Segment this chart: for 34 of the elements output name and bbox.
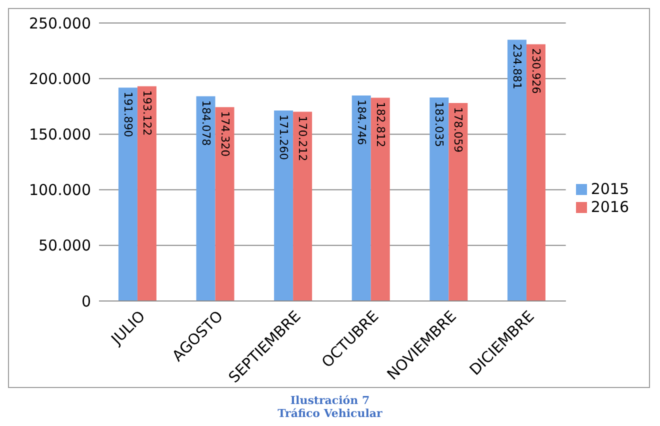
bar: [118, 88, 138, 301]
y-tick-label: 50.000: [38, 236, 91, 255]
bar: [448, 103, 468, 301]
bar: [215, 107, 234, 301]
data-label: 184.078: [199, 100, 212, 146]
data-label: 230.926: [529, 48, 542, 94]
data-label: 234.881: [510, 44, 524, 90]
data-label: 174.320: [218, 111, 232, 157]
bar: [526, 44, 546, 301]
data-label: 178.059: [452, 107, 465, 152]
data-label: 191.890: [121, 92, 134, 138]
text: Tráfico Vehicular: [276, 407, 384, 420]
data-label: 182.812: [374, 102, 387, 148]
data-label: 193.122: [140, 90, 154, 136]
y-tick-label: 100.000: [28, 181, 91, 200]
bar: [196, 96, 216, 301]
data-label: 170.212: [296, 116, 310, 162]
bar: [430, 97, 449, 301]
legend-label: 2015: [590, 180, 629, 198]
bar: [507, 40, 526, 301]
y-tick-label: 200.000: [28, 70, 91, 88]
data-label: 184.746: [354, 100, 368, 146]
bar: [352, 96, 371, 301]
data-label: 171.260: [277, 114, 290, 160]
y-tick-label: 150.000: [28, 126, 91, 144]
legend-label: 2016: [590, 198, 629, 216]
data-label: 183.035: [432, 101, 446, 147]
bar: [137, 86, 156, 301]
text: Ilustración 7: [289, 394, 371, 407]
y-tick-label: 0: [81, 292, 91, 310]
bar: [370, 98, 390, 301]
y-tick-label: 250.000: [28, 14, 91, 32]
bar: [274, 110, 294, 301]
bar: [293, 112, 312, 301]
